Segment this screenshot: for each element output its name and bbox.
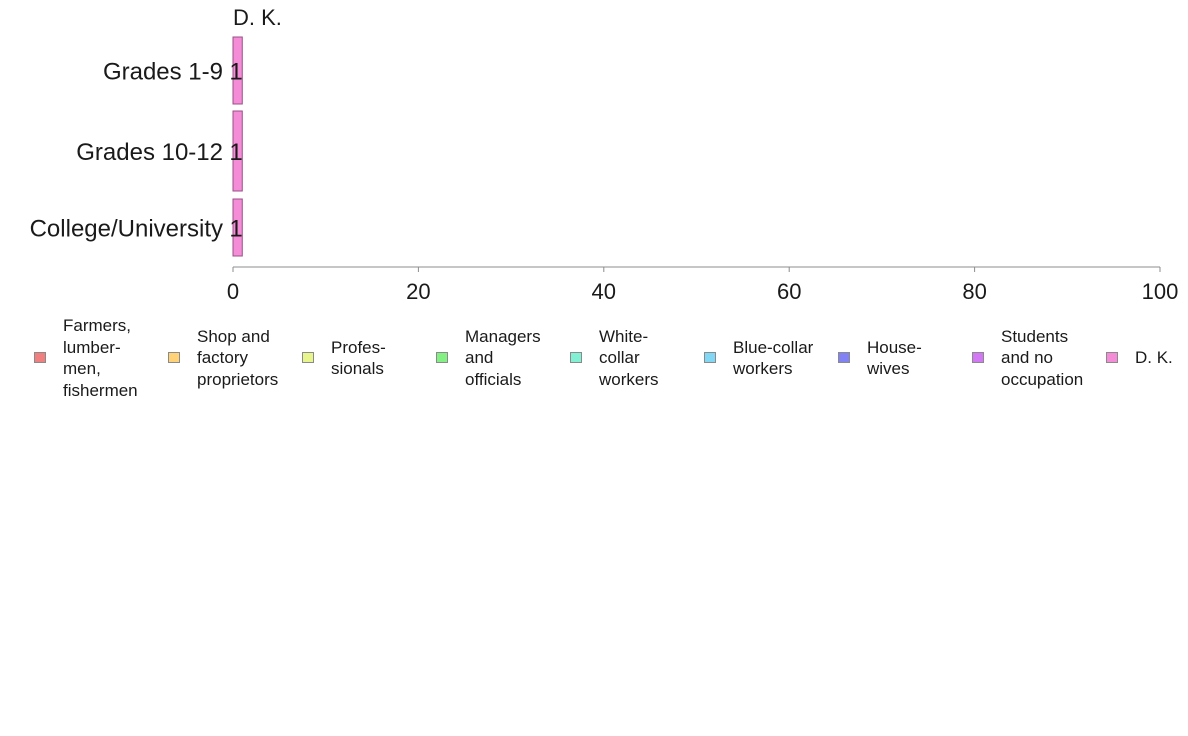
data-label: 1 — [229, 59, 242, 86]
legend-item: Students and no occupation — [972, 318, 1083, 390]
category-label: Grades 10-12 — [76, 139, 223, 166]
legend-label: Blue-collar workers — [733, 337, 814, 379]
legend-item: White- collar workers — [570, 318, 659, 390]
legend-label: Managers and officials — [465, 326, 541, 389]
x-tick-label: 0 — [227, 279, 239, 304]
chart-title: D. K. — [233, 5, 282, 30]
bar-segment — [232, 198, 243, 257]
legend-swatch — [436, 352, 448, 363]
legend-swatch — [34, 352, 46, 363]
x-tick-label: 20 — [406, 279, 430, 304]
legend-item: Farmers, lumber- men, fishermen — [34, 316, 138, 401]
legend-label: D. K. — [1135, 348, 1173, 368]
legend-label: House- wives — [867, 337, 922, 379]
bar-chart: D. K. Grades 1-9 Grades 10-12 College/Univ… — [30, 5, 1179, 304]
legend-swatch — [168, 352, 180, 363]
x-tick-label: 60 — [777, 279, 801, 304]
legend: Farmers, lumber- men, fishermen Shop and … — [34, 316, 1188, 408]
category-label: Grades 1-9 — [103, 59, 223, 86]
bar-segment — [232, 110, 243, 192]
x-tick-label: 100 — [1142, 279, 1179, 304]
legend-swatch — [972, 352, 984, 363]
data-label: 1 — [229, 216, 242, 243]
bar-segment — [232, 36, 243, 105]
legend-item: D. K. — [1106, 318, 1173, 369]
category-label: College/University — [30, 216, 223, 243]
legend-item: Shop and factory proprietors — [168, 318, 278, 390]
legend-label: Farmers, lumber- men, fishermen — [63, 316, 138, 400]
x-tick-label: 40 — [592, 279, 616, 304]
legend-label: Students and no occupation — [1001, 326, 1084, 389]
legend-label: White- collar workers — [599, 326, 659, 389]
legend-swatch — [570, 352, 582, 363]
legend-swatch — [838, 352, 850, 363]
data-label: 1 — [229, 139, 242, 166]
legend-swatch — [1106, 352, 1118, 363]
legend-swatch — [302, 352, 314, 363]
legend-swatch — [704, 352, 716, 363]
legend-item: Profes- sionals — [302, 318, 386, 380]
legend-label: Shop and factory proprietors — [197, 326, 279, 389]
legend-label: Profes- sionals — [331, 337, 386, 379]
legend-item: Blue-collar workers — [704, 318, 813, 380]
legend-item: House- wives — [838, 318, 922, 380]
legend-item: Managers and officials — [436, 318, 541, 390]
x-tick-label: 80 — [962, 279, 986, 304]
